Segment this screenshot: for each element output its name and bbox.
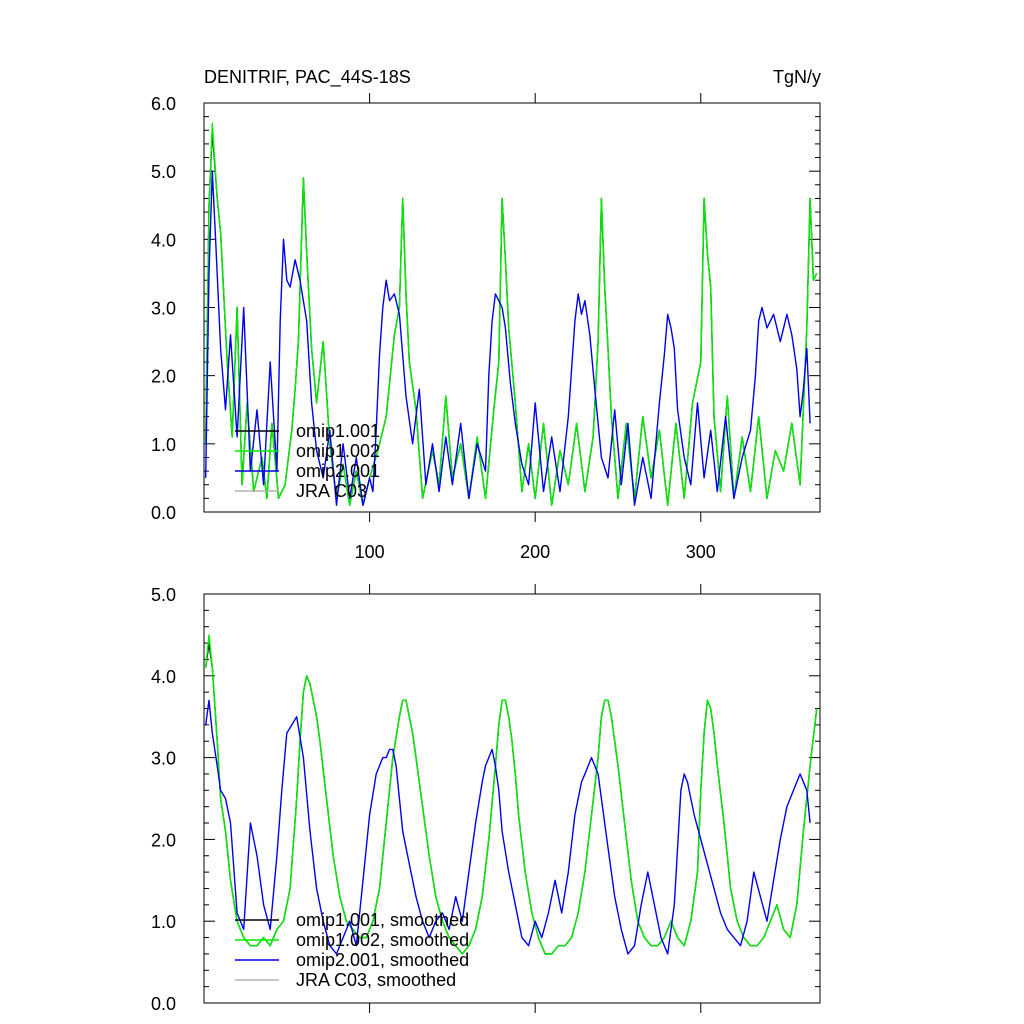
legend-label: omip2.001, smoothed [296, 950, 469, 970]
series-line-omip2-001 [205, 170, 811, 506]
legend-label: JRA C03 [296, 481, 367, 501]
series-line-omip1-002-smoothed [205, 634, 818, 955]
plot-frame [203, 593, 821, 1004]
y-tick-label: 0.0 [151, 994, 176, 1014]
y-tick-label: 2.0 [151, 830, 176, 850]
y-tick-label: 5.0 [151, 162, 176, 182]
legend-label: omip1.002, smoothed [296, 930, 469, 950]
y-tick-label: 6.0 [151, 94, 176, 114]
y-tick-label: 3.0 [151, 299, 176, 319]
legend-label: omip1.002 [296, 441, 380, 461]
y-tick-label: 4.0 [151, 667, 176, 687]
legend-label: omip1.001 [296, 421, 380, 441]
y-tick-label: 5.0 [151, 585, 176, 605]
chart-title: DENITRIF, PAC_44S-18S [204, 67, 411, 88]
legend-label: omip1.001, smoothed [296, 910, 469, 930]
legend-label: JRA C03, smoothed [296, 970, 456, 990]
y-tick-label: 4.0 [151, 230, 176, 250]
x-tick-label: 100 [355, 542, 385, 562]
x-tick-label: 200 [520, 542, 550, 562]
y-tick-label: 3.0 [151, 749, 176, 769]
x-tick-label: 300 [686, 542, 716, 562]
legend-label: omip2.001 [296, 461, 380, 481]
y-tick-label: 0.0 [151, 503, 176, 523]
y-tick-label: 1.0 [151, 435, 176, 455]
y-tick-label: 2.0 [151, 367, 176, 387]
series-line-omip2-001-smoothed [205, 699, 811, 955]
units-label: TgN/y [773, 67, 821, 87]
y-tick-label: 1.0 [151, 912, 176, 932]
series-line-omip1-002 [205, 122, 818, 506]
